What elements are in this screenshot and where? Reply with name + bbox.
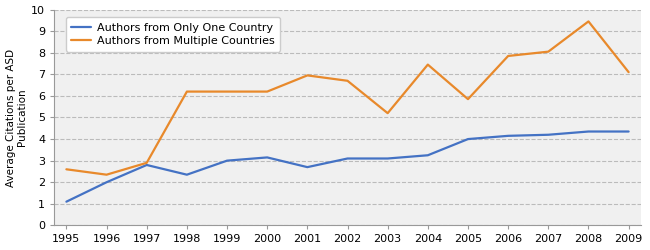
Authors from Multiple Countries [62, 168, 70, 171]
Authors from Only One Country [62, 200, 70, 203]
Authors from Only One Country [464, 138, 472, 140]
Authors from Only One Country [424, 154, 432, 157]
Y-axis label: Average Citations per ASD
Publication: Average Citations per ASD Publication [6, 48, 27, 186]
Authors from Multiple Countries [584, 20, 592, 23]
Authors from Multiple Countries [263, 90, 271, 93]
Authors from Only One Country [625, 130, 632, 133]
Authors from Only One Country [143, 164, 151, 166]
Authors from Multiple Countries [304, 74, 311, 77]
Authors from Multiple Countries [384, 112, 391, 115]
Authors from Multiple Countries [183, 90, 190, 93]
Authors from Only One Country [183, 173, 190, 176]
Authors from Multiple Countries [504, 54, 512, 58]
Authors from Only One Country [545, 133, 552, 136]
Authors from Multiple Countries [424, 63, 432, 66]
Authors from Multiple Countries [464, 98, 472, 101]
Legend: Authors from Only One Country, Authors from Multiple Countries: Authors from Only One Country, Authors f… [66, 17, 280, 52]
Line: Authors from Only One Country: Authors from Only One Country [66, 132, 629, 202]
Authors from Only One Country [504, 134, 512, 137]
Line: Authors from Multiple Countries: Authors from Multiple Countries [66, 22, 629, 175]
Authors from Only One Country [384, 157, 391, 160]
Authors from Only One Country [584, 130, 592, 133]
Authors from Multiple Countries [223, 90, 231, 93]
Authors from Multiple Countries [103, 173, 111, 176]
Authors from Multiple Countries [625, 71, 632, 74]
Authors from Multiple Countries [344, 79, 352, 82]
Authors from Only One Country [304, 166, 311, 169]
Authors from Multiple Countries [143, 161, 151, 164]
Authors from Only One Country [223, 159, 231, 162]
Authors from Only One Country [344, 157, 352, 160]
Authors from Only One Country [103, 181, 111, 184]
Authors from Multiple Countries [545, 50, 552, 53]
Authors from Only One Country [263, 156, 271, 159]
